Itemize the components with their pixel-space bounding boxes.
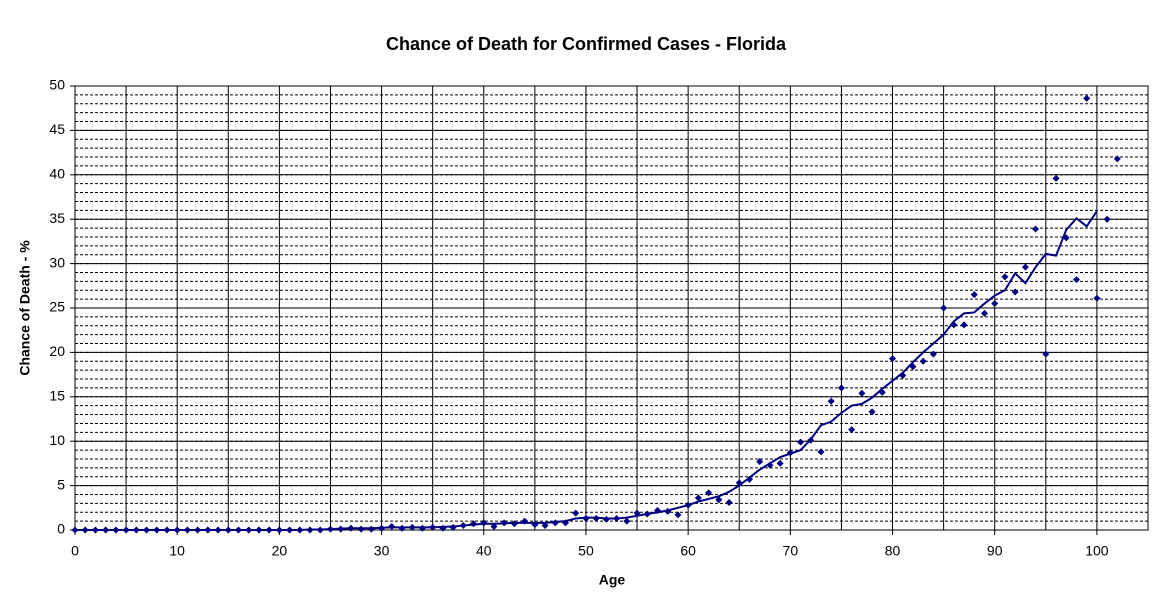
data-point [858, 389, 866, 397]
data-point [1001, 273, 1009, 281]
data-point [827, 397, 835, 405]
data-point [1093, 294, 1101, 302]
data-point [674, 511, 682, 519]
data-point [1052, 174, 1060, 182]
data-point [725, 498, 733, 506]
y-tick-label: 10 [49, 432, 65, 448]
data-point [745, 475, 753, 483]
y-tick-label: 20 [49, 343, 65, 359]
x-tick-label: 80 [885, 543, 901, 559]
x-tick-label: 30 [374, 543, 390, 559]
x-tick-label: 20 [272, 543, 288, 559]
chart-title: Chance of Death for Confirmed Cases - Fl… [386, 34, 787, 54]
y-tick-label: 15 [49, 388, 65, 404]
y-tick-label: 0 [57, 521, 65, 537]
data-point [868, 408, 876, 416]
data-point [1042, 350, 1050, 358]
data-point [940, 304, 948, 312]
data-point [572, 509, 580, 517]
x-tick-label: 60 [680, 543, 696, 559]
data-point [694, 494, 702, 502]
trend-line [75, 210, 1098, 531]
data-point [705, 489, 713, 497]
y-tick-label: 40 [49, 166, 65, 182]
y-tick-label: 5 [57, 476, 65, 492]
data-point [1103, 215, 1111, 223]
data-point [919, 357, 927, 365]
x-tick-label: 70 [783, 543, 799, 559]
x-axis-label: Age [599, 572, 626, 588]
data-point [797, 438, 805, 446]
x-tick-label: 90 [987, 543, 1003, 559]
data-point [1011, 288, 1019, 296]
y-tick-label: 50 [49, 77, 65, 93]
data-point [929, 350, 937, 358]
data-point [848, 426, 856, 434]
data-point [1113, 155, 1121, 163]
data-point [756, 458, 764, 466]
y-tick-label: 25 [49, 299, 65, 315]
data-point [1032, 225, 1040, 233]
data-point [715, 496, 723, 504]
x-tick-label: 40 [476, 543, 492, 559]
x-tick-label: 50 [578, 543, 594, 559]
y-axis-label: Chance of Death - % [17, 240, 33, 376]
data-point [776, 459, 784, 467]
y-tick-label: 45 [49, 121, 65, 137]
y-tick-label: 35 [49, 210, 65, 226]
x-tick-label: 0 [71, 543, 79, 559]
data-point [991, 300, 999, 308]
data-point [1072, 276, 1080, 284]
data-point [1083, 94, 1091, 102]
data-point [817, 448, 825, 456]
y-tick-label: 30 [49, 254, 65, 270]
data-point [889, 355, 897, 363]
data-point [837, 384, 845, 392]
data-point [623, 517, 631, 525]
data-point [1021, 263, 1029, 271]
plot-border [74, 85, 1149, 531]
data-point [980, 309, 988, 317]
x-tick-label: 10 [169, 543, 185, 559]
x-tick-label: 100 [1085, 543, 1109, 559]
data-point [970, 291, 978, 299]
data-point [960, 321, 968, 329]
